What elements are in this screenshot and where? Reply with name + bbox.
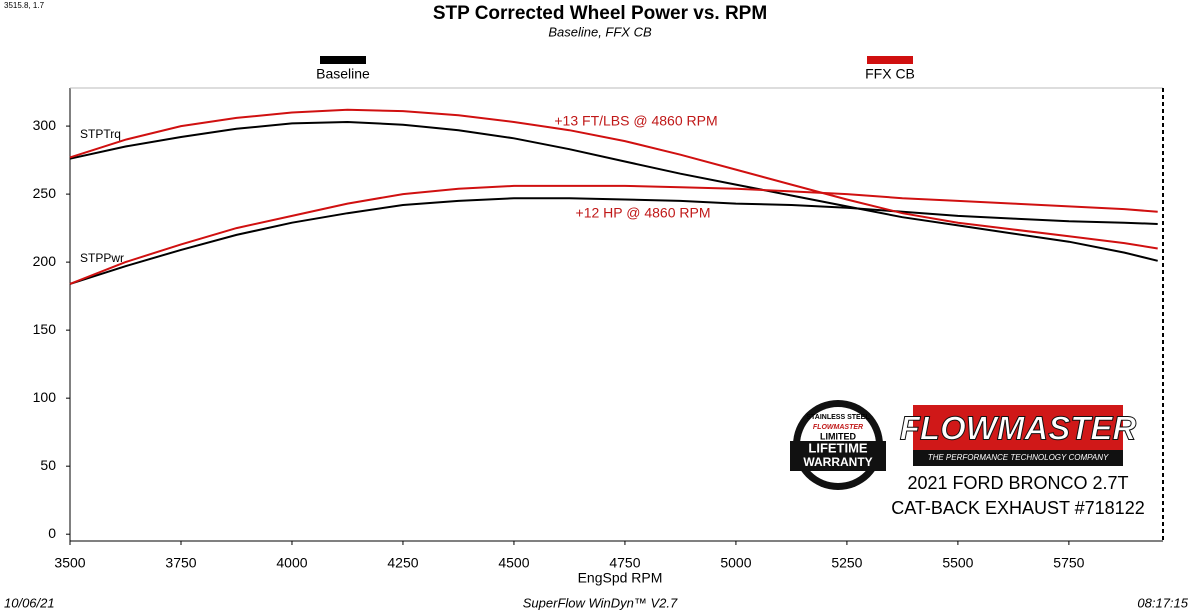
footer-time: 08:17:15	[1137, 595, 1188, 610]
badge-text: FLOWMASTER	[813, 424, 863, 431]
annotation: +12 HP @ 4860 RPM	[576, 205, 711, 221]
badge-band	[790, 441, 886, 471]
logo-tagline: THE PERFORMANCE TECHNOLOGY COMPANY	[928, 453, 1109, 462]
y-tick-label: 150	[33, 321, 57, 337]
corner-note: 3515.8, 1.7	[4, 1, 45, 10]
badge-text: STAINLESS STEEL	[806, 414, 870, 421]
x-tick-label: 3750	[165, 555, 196, 571]
curve-label: STPPwr	[80, 251, 124, 265]
legend-swatch	[867, 56, 913, 64]
y-tick-label: 300	[33, 117, 57, 133]
y-tick-label: 250	[33, 185, 57, 201]
x-axis-label: EngSpd RPM	[578, 570, 663, 586]
badge-text: LIFETIME	[808, 440, 868, 455]
y-tick-label: 100	[33, 389, 57, 405]
legend-label: FFX CB	[865, 66, 915, 82]
curve-line	[69, 120, 1158, 262]
footer-date: 10/06/21	[4, 595, 55, 610]
vehicle-text: 2021 FORD BRONCO 2.7T	[907, 473, 1128, 493]
warranty-badge: STAINLESS STEEL FLOWMASTER LIMITED LIFET…	[790, 400, 886, 490]
chart-title: STP Corrected Wheel Power vs. RPM	[433, 3, 767, 24]
x-tick-label: 4750	[609, 555, 640, 571]
x-tick-label: 5250	[831, 555, 862, 571]
x-tick-label: 5750	[1053, 555, 1084, 571]
x-tick-label: 3500	[54, 555, 85, 571]
x-tick-label: 4250	[387, 555, 418, 571]
y-tick-label: 50	[40, 457, 56, 473]
annotation: +13 FT/LBS @ 4860 RPM	[554, 113, 717, 129]
y-tick-label: 200	[33, 253, 57, 269]
x-tick-label: 4500	[498, 555, 529, 571]
logo-box	[913, 405, 1123, 453]
x-tick-label: 5000	[720, 555, 751, 571]
logo-strip	[913, 450, 1123, 466]
footer-software: SuperFlow WinDyn™ V2.7	[523, 595, 678, 610]
logo-text: FLOWMASTER	[900, 410, 1137, 447]
badge-text: WARRANTY	[803, 455, 872, 469]
curve-label: STPTrq	[80, 127, 121, 141]
legend-swatch	[320, 56, 366, 64]
curve-line	[69, 184, 1158, 285]
legend-label: Baseline	[316, 66, 370, 82]
chart-subtitle: Baseline, FFX CB	[548, 24, 652, 39]
badge-text: LIMITED	[820, 431, 856, 441]
y-tick-label: 0	[48, 525, 56, 541]
x-tick-label: 5500	[942, 555, 973, 571]
flowmaster-logo: FLOWMASTER THE PERFORMANCE TECHNOLOGY CO…	[891, 405, 1145, 518]
curve-line	[69, 197, 1158, 285]
vehicle-text: CAT-BACK EXHAUST #718122	[891, 498, 1144, 518]
curve-line	[69, 108, 1158, 250]
x-tick-label: 4000	[276, 555, 307, 571]
